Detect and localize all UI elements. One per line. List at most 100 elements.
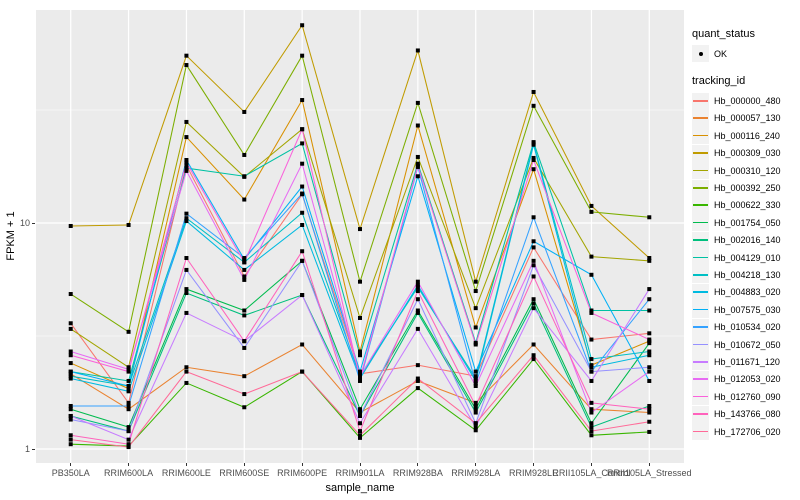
legend-item-Hb_010534_020: Hb_010534_020 (692, 318, 798, 336)
x-tick-mark (359, 463, 361, 466)
data-point-marker (184, 53, 189, 58)
data-point-marker (415, 378, 420, 383)
data-point-marker (126, 403, 131, 408)
line-swatch-icon (692, 405, 709, 423)
data-point-marker (68, 321, 73, 326)
data-point-marker (184, 310, 189, 315)
data-point-marker (126, 429, 131, 434)
data-point-marker (647, 308, 652, 313)
data-point-marker (126, 365, 131, 370)
data-point-marker (415, 308, 420, 313)
legend-item-label: Hb_000309_030 (714, 148, 781, 159)
data-point-marker (415, 289, 420, 294)
data-point-marker (184, 135, 189, 140)
legend-item-Hb_000000_480: Hb_000000_480 (692, 92, 798, 110)
data-point-marker (68, 413, 73, 418)
x-tick-mark (128, 463, 130, 466)
data-point-marker (473, 410, 478, 415)
x-tick-label: RRIM928BA (392, 468, 443, 478)
data-point-marker (242, 274, 247, 279)
y-axis-title: FPKM + 1 (5, 211, 17, 261)
x-tick-mark (301, 463, 303, 466)
x-tick-label: RRIM901LA (335, 468, 385, 478)
legend-item-Hb_011671_120: Hb_011671_120 (692, 353, 798, 371)
data-point-marker (358, 371, 362, 376)
data-point-marker (589, 369, 594, 374)
legend-item-label: Hb_012760_090 (714, 391, 781, 402)
data-point-marker (589, 421, 594, 426)
data-point-marker (531, 263, 536, 268)
y-tick-label: 1 (24, 444, 30, 454)
data-point-marker (126, 378, 131, 383)
data-point-marker (68, 417, 73, 422)
data-point-marker (358, 376, 362, 381)
data-point-marker (184, 163, 189, 168)
data-point-marker (473, 342, 478, 347)
legend-title-quant-status: quant_status (692, 28, 755, 40)
data-point-marker (647, 341, 652, 346)
data-point-marker (589, 310, 594, 315)
data-point-marker (473, 403, 478, 408)
data-point-marker (589, 308, 594, 313)
x-tick-label: RRII105LA_Stressed (607, 468, 692, 478)
data-point-marker (242, 313, 247, 318)
data-point-marker (415, 100, 420, 105)
line-swatch-icon (692, 423, 709, 440)
data-point-marker (300, 342, 305, 347)
data-point-marker (415, 161, 420, 166)
data-point-marker (68, 349, 73, 354)
data-point-marker (126, 222, 131, 227)
legend-item-Hb_004218_130: Hb_004218_130 (692, 266, 798, 284)
x-axis-title: sample_name (325, 482, 395, 494)
data-point-marker (531, 89, 536, 94)
data-point-marker (242, 345, 247, 350)
data-point-marker (242, 339, 247, 344)
data-point-marker (300, 141, 305, 146)
chart-canvas (36, 10, 684, 463)
legend-item-Hb_000057_130: Hb_000057_130 (692, 109, 798, 127)
data-point-marker (531, 274, 536, 279)
data-point-marker (184, 291, 189, 296)
data-point-marker (68, 376, 73, 381)
plot-panel (36, 10, 684, 463)
data-point-marker (647, 407, 652, 412)
data-point-marker (647, 378, 652, 383)
data-point-marker (126, 367, 131, 372)
data-point-marker (589, 363, 594, 368)
y-tick-label: 10 (19, 218, 30, 228)
legend-item-label: Hb_004883_020 (714, 287, 781, 298)
legend-group-tracking-id: tracking_id Hb_000000_480 Hb_000057_130 Hb… (692, 75, 798, 440)
x-tick-mark (475, 463, 477, 466)
legend-item-label: Hb_002016_140 (714, 235, 781, 246)
data-point-marker (126, 425, 131, 430)
line-swatch-icon (692, 144, 709, 162)
data-point-marker (415, 363, 420, 368)
data-point-marker (647, 410, 652, 415)
legend-item-Hb_004129_010: Hb_004129_010 (692, 249, 798, 267)
data-point-marker (473, 325, 478, 330)
data-point-marker (589, 433, 594, 438)
data-point-marker (126, 386, 131, 391)
data-point-marker (68, 403, 73, 408)
data-point-marker (126, 445, 131, 450)
legend-item-Hb_010672_050: Hb_010672_050 (692, 336, 798, 354)
data-point-marker (126, 442, 131, 447)
data-point-marker (647, 349, 652, 354)
data-point-marker (647, 287, 652, 292)
legend-item-label: Hb_000622_330 (714, 200, 781, 211)
data-point-marker (184, 216, 189, 221)
data-point-marker (300, 293, 305, 298)
data-point-marker (415, 283, 420, 288)
line-swatch-icon (692, 266, 709, 284)
line-swatch-icon (692, 301, 709, 319)
data-point-marker (242, 308, 247, 313)
line-swatch-icon (692, 370, 709, 388)
data-point-marker (531, 103, 536, 108)
data-point-marker (242, 152, 247, 157)
legend-item-label: Hb_000116_240 (714, 130, 780, 141)
data-point-marker (589, 254, 594, 259)
data-point-marker (415, 279, 420, 284)
legend-item-Hb_000309_030: Hb_000309_030 (692, 144, 798, 162)
data-point-marker (68, 407, 73, 412)
